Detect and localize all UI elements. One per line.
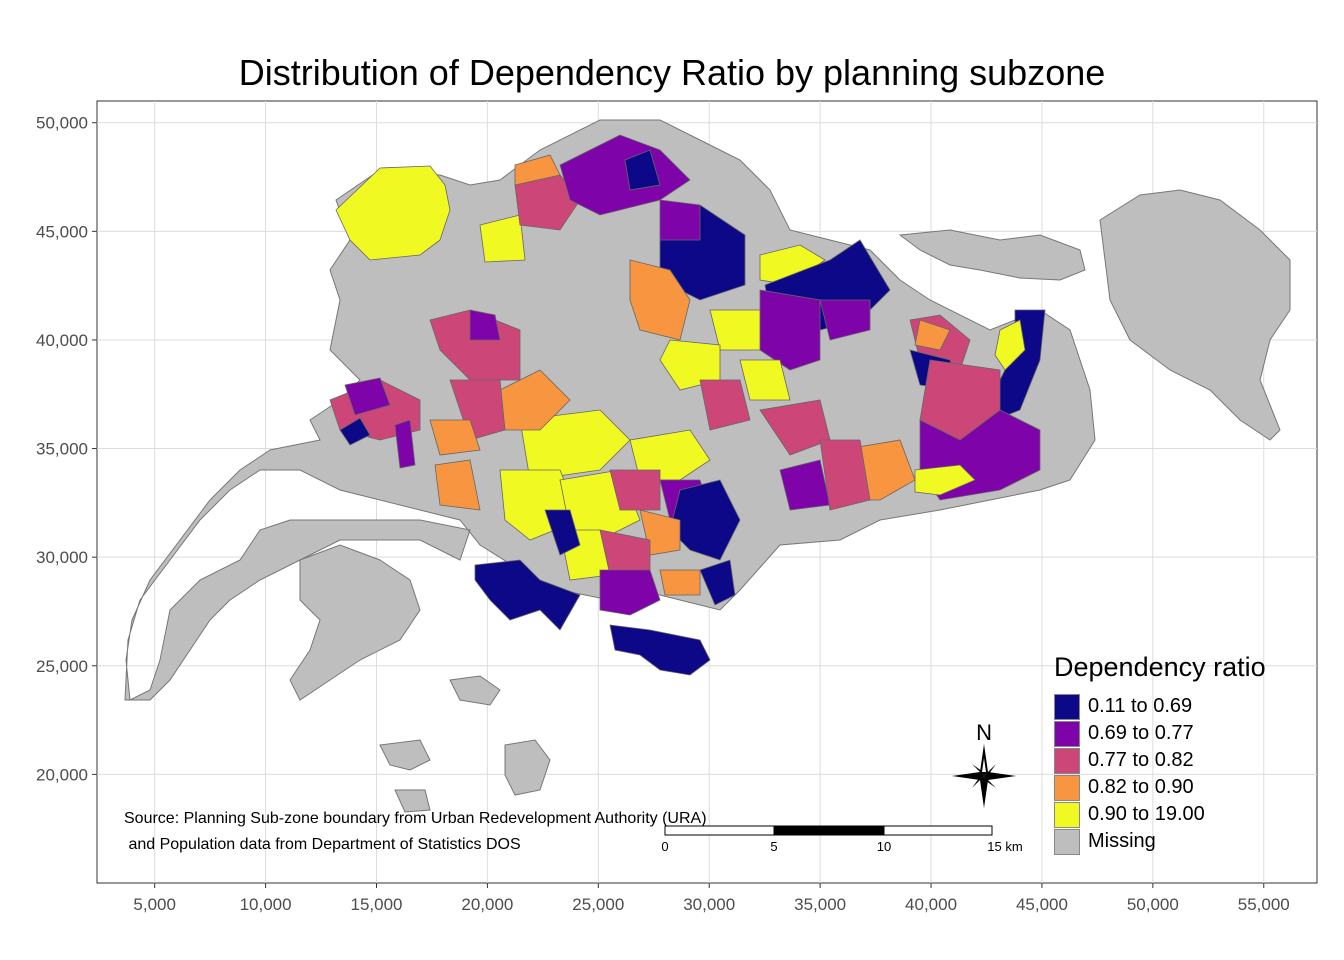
subzone-tanglin (609, 469, 661, 511)
x-tick-label: 20,000 (461, 895, 513, 914)
source-note: Source: Planning Sub-zone boundary from … (124, 806, 707, 858)
subzone-harbourfront (599, 569, 661, 616)
subzone-boon-lay (339, 417, 371, 446)
subzone-sentosa (609, 624, 711, 676)
southern-island-4 (394, 789, 431, 813)
subzone-telok-blangah (544, 509, 581, 556)
scale-tick-0: 0 (661, 839, 668, 854)
scale-tick-5: 5 (770, 839, 777, 854)
y-tick-label: 45,000 (36, 222, 88, 241)
x-tick-label: 25,000 (572, 895, 624, 914)
southern-island-2 (379, 739, 431, 771)
x-tick-label: 45,000 (1016, 895, 1068, 914)
legend-swatch (1054, 774, 1080, 801)
x-tick-label: 55,000 (1238, 895, 1290, 914)
legend-item: 0.82 to 0.90 (1054, 774, 1266, 801)
pulau-ubin (898, 229, 1086, 281)
y-tick-label: 40,000 (36, 331, 88, 350)
legend-item: 0.69 to 0.77 (1054, 720, 1266, 747)
subzone-hougang (759, 289, 821, 371)
source-line-1: Source: Planning Sub-zone boundary from … (124, 810, 707, 827)
subzone-yishun-north (559, 134, 691, 216)
x-tick-label: 15,000 (350, 895, 402, 914)
subzone-port (474, 559, 581, 631)
legend-swatch (1054, 693, 1080, 720)
scale-bar-seg-2 (773, 825, 885, 836)
legend-title: Dependency ratio (1054, 652, 1266, 682)
legend-swatch (1054, 828, 1080, 855)
southern-island-3 (504, 739, 551, 796)
jurong-island (289, 544, 421, 701)
subzone-regions (329, 134, 1046, 676)
southern-island-1 (449, 675, 501, 706)
subzone-pasir-ris (819, 299, 871, 341)
pulau-tekong (1099, 189, 1291, 441)
subzone-marina-south (699, 559, 736, 606)
subzone-woodlands (479, 214, 526, 263)
x-tick-label: 30,000 (683, 895, 735, 914)
map-title: Distribution of Dependency Ratio by plan… (238, 52, 1106, 93)
subzone-simpang (659, 199, 701, 241)
legend-label: 0.69 to 0.77 (1088, 722, 1194, 744)
x-tick-label: 5,000 (133, 895, 176, 914)
north-label: N (976, 720, 992, 745)
y-tick-label: 25,000 (36, 657, 88, 676)
scale-tick-15: 15 km (987, 839, 1022, 854)
legend-swatch (1054, 747, 1080, 774)
y-tick-label: 20,000 (36, 765, 88, 784)
scale-tick-10: 10 (877, 839, 891, 854)
subzone-changi-east-orange (914, 319, 951, 351)
legend-label: 0.90 to 19.00 (1088, 803, 1205, 825)
subzone-lim-chu-kang (335, 165, 451, 261)
subzone-choa-chu-kang (469, 309, 501, 341)
subzone-yishun (624, 149, 661, 191)
subzone-jurong-west-purple (344, 377, 391, 416)
y-tick-label: 30,000 (36, 548, 88, 567)
subzone-ang-mo-kio (629, 259, 691, 341)
legend-label: 0.82 to 0.90 (1088, 776, 1194, 798)
x-tick-label: 10,000 (240, 895, 292, 914)
subzone-changi-yellow (994, 319, 1026, 371)
scale-bar-seg-3 (883, 825, 993, 836)
legend-item: 0.77 to 0.82 (1054, 747, 1266, 774)
x-axis-ticks: 5,000 10,000 15,000 20,000 25,000 30,000 35,00… (133, 883, 1290, 914)
y-tick-label: 50,000 (36, 114, 88, 133)
subzone-jurong-east (429, 419, 481, 456)
scale-bar: 0 5 10 15 km (661, 825, 1023, 854)
legend-item: Missing (1054, 828, 1266, 855)
legend: Dependency ratio 0.11 to 0.69 0.69 to 0.… (1054, 652, 1266, 855)
legend-item: 0.90 to 19.00 (1054, 801, 1266, 828)
subzone-bedok-south (914, 464, 976, 496)
x-tick-label: 50,000 (1127, 895, 1179, 914)
legend-label: Missing (1088, 830, 1156, 852)
legend-label: 0.11 to 0.69 (1088, 695, 1193, 717)
subzone-orange-north (514, 154, 561, 186)
legend-swatch (1054, 801, 1080, 828)
compass-rose-icon: N (952, 720, 1016, 808)
legend-swatch (1054, 720, 1080, 747)
source-line-2: and Population data from Department of S… (124, 836, 521, 853)
y-tick-label: 35,000 (36, 440, 88, 459)
subzone-potong-pasir (739, 359, 791, 401)
legend-label: 0.77 to 0.82 (1088, 749, 1194, 771)
subzone-bishan (659, 339, 721, 391)
legend-item: 0.11 to 0.69 (1054, 693, 1266, 720)
subzone-toa-payoh (699, 379, 751, 431)
x-tick-label: 35,000 (794, 895, 846, 914)
subzone-clementi-orange (434, 459, 481, 511)
subzone-pioneer-west (394, 419, 416, 469)
x-tick-label: 40,000 (905, 895, 957, 914)
y-axis-ticks: 50,000 45,000 40,000 35,000 30,000 25,000 20,0… (36, 114, 97, 784)
subzone-downtown (659, 569, 701, 596)
subzone-east-coast (819, 439, 871, 511)
